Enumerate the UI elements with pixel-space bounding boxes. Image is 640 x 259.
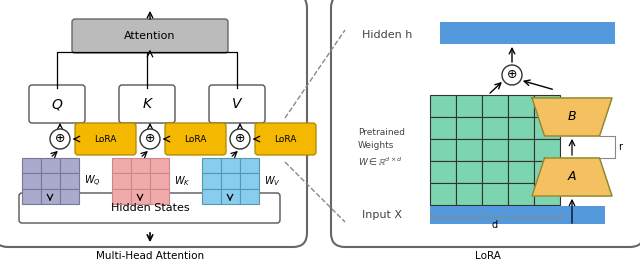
- Bar: [131, 173, 150, 189]
- Bar: [41, 189, 60, 204]
- Text: K: K: [143, 97, 152, 111]
- Bar: [22, 158, 41, 173]
- Bar: [482, 183, 508, 205]
- FancyBboxPatch shape: [331, 0, 640, 247]
- Bar: [508, 117, 534, 139]
- Bar: [430, 183, 456, 205]
- Bar: [430, 206, 605, 224]
- Bar: [456, 139, 482, 161]
- FancyBboxPatch shape: [165, 123, 226, 155]
- Bar: [60, 158, 79, 173]
- Bar: [112, 189, 131, 204]
- Text: A: A: [568, 170, 576, 183]
- Circle shape: [502, 65, 522, 85]
- Bar: [456, 95, 482, 117]
- Text: Hidden h: Hidden h: [362, 30, 412, 40]
- Bar: [112, 158, 131, 173]
- FancyBboxPatch shape: [209, 85, 265, 123]
- Text: Input X: Input X: [362, 210, 402, 220]
- Text: Multi-Head Attention: Multi-Head Attention: [96, 251, 204, 259]
- Bar: [22, 189, 41, 204]
- Bar: [482, 117, 508, 139]
- Bar: [482, 95, 508, 117]
- Bar: [440, 22, 615, 44]
- Bar: [534, 95, 560, 117]
- Text: LoRA: LoRA: [184, 134, 207, 143]
- Text: Hidden States: Hidden States: [111, 203, 189, 213]
- Text: LoRA: LoRA: [275, 134, 297, 143]
- Bar: [456, 183, 482, 205]
- Text: V: V: [232, 97, 242, 111]
- Bar: [430, 95, 456, 117]
- Bar: [60, 189, 79, 204]
- Bar: [534, 183, 560, 205]
- Text: $\oplus$: $\oplus$: [54, 133, 66, 146]
- Text: Q: Q: [52, 97, 63, 111]
- Bar: [221, 158, 240, 173]
- Bar: [534, 139, 560, 161]
- Text: B: B: [568, 111, 576, 124]
- Bar: [534, 161, 560, 183]
- Bar: [41, 173, 60, 189]
- Polygon shape: [532, 98, 612, 136]
- Bar: [131, 158, 150, 173]
- Circle shape: [50, 129, 70, 149]
- Text: LoRA: LoRA: [94, 134, 116, 143]
- Circle shape: [230, 129, 250, 149]
- Bar: [508, 139, 534, 161]
- FancyBboxPatch shape: [72, 19, 228, 53]
- FancyBboxPatch shape: [29, 85, 85, 123]
- Text: $W_V$: $W_V$: [264, 174, 281, 188]
- Bar: [534, 117, 560, 139]
- Bar: [112, 173, 131, 189]
- Bar: [456, 117, 482, 139]
- Bar: [240, 158, 259, 173]
- Bar: [240, 189, 259, 204]
- Bar: [150, 189, 169, 204]
- Bar: [60, 173, 79, 189]
- Text: Attention: Attention: [124, 31, 176, 41]
- Bar: [150, 173, 169, 189]
- Polygon shape: [532, 158, 612, 196]
- Bar: [430, 117, 456, 139]
- Bar: [131, 189, 150, 204]
- Bar: [202, 173, 221, 189]
- FancyBboxPatch shape: [0, 0, 307, 247]
- Text: r: r: [618, 142, 622, 152]
- Bar: [202, 189, 221, 204]
- FancyBboxPatch shape: [119, 85, 175, 123]
- Text: $W_Q$: $W_Q$: [84, 174, 100, 189]
- Bar: [150, 158, 169, 173]
- Bar: [41, 158, 60, 173]
- Circle shape: [140, 129, 160, 149]
- Bar: [508, 183, 534, 205]
- FancyBboxPatch shape: [255, 123, 316, 155]
- FancyBboxPatch shape: [19, 193, 280, 223]
- Bar: [221, 189, 240, 204]
- Text: Pretrained
Weights
$W \in \mathbb{R}^{d\times d}$: Pretrained Weights $W \in \mathbb{R}^{d\…: [358, 128, 405, 168]
- Text: d: d: [492, 220, 498, 230]
- Bar: [22, 173, 41, 189]
- Bar: [456, 161, 482, 183]
- Bar: [430, 161, 456, 183]
- Text: $\oplus$: $\oplus$: [234, 133, 246, 146]
- Bar: [221, 173, 240, 189]
- Bar: [508, 95, 534, 117]
- Bar: [482, 139, 508, 161]
- Bar: [508, 161, 534, 183]
- Text: $\oplus$: $\oplus$: [145, 133, 156, 146]
- FancyBboxPatch shape: [75, 123, 136, 155]
- Bar: [482, 161, 508, 183]
- Bar: [202, 158, 221, 173]
- Text: $\oplus$: $\oplus$: [506, 68, 518, 82]
- Bar: [430, 139, 456, 161]
- Text: LoRA: LoRA: [475, 251, 501, 259]
- Text: $W_K$: $W_K$: [174, 174, 191, 188]
- Bar: [240, 173, 259, 189]
